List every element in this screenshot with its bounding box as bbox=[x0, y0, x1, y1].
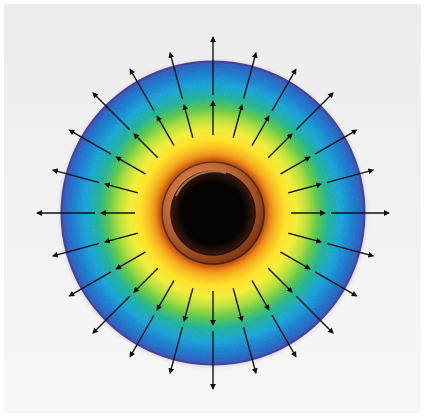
central-pipe bbox=[158, 158, 268, 268]
